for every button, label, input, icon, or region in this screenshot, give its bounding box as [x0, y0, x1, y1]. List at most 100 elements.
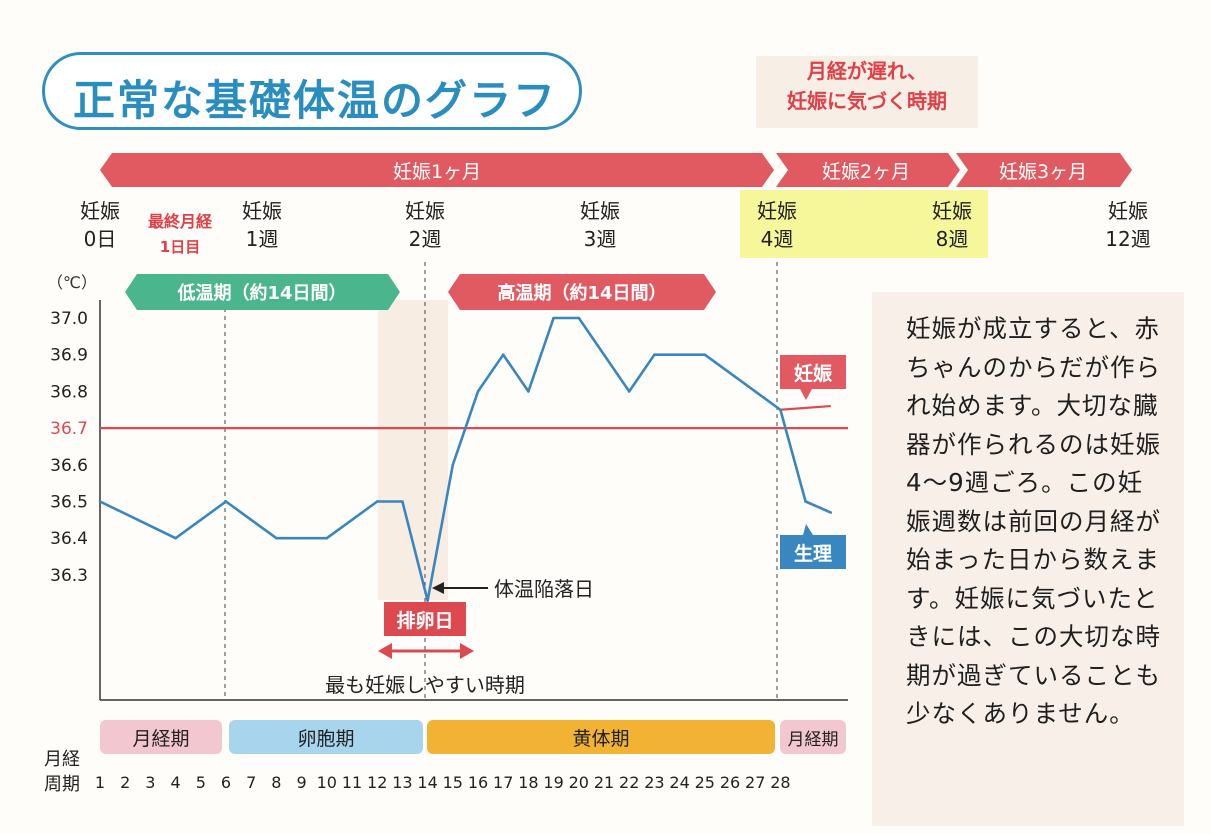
week-4-line1: 妊娠 — [757, 199, 797, 223]
bbt-point — [779, 408, 782, 412]
x-tick-label: 15 — [443, 773, 463, 792]
bbt-point — [527, 390, 530, 393]
x-tick-label: 4 — [171, 773, 181, 792]
side-note: 妊娠が成立すると、赤ちゃんのからだが作られ始めます。大切な臓器が作られるのは妊娠… — [872, 292, 1184, 826]
x-tick-label: 16 — [468, 773, 488, 792]
high-phase-band — [448, 274, 716, 310]
x-tick-label: 3 — [145, 773, 155, 792]
y-tick-label: 36.9 — [50, 346, 88, 366]
cycle-axis-title-line2: 周期 — [44, 774, 80, 795]
drop-arrow-head — [432, 582, 444, 594]
last-period-line2: 1日目 — [160, 238, 200, 256]
x-tick-label: 28 — [770, 773, 790, 792]
month1-label: 妊娠1ヶ月 — [393, 161, 481, 183]
bbt-point — [325, 536, 329, 540]
week-1-line1: 妊娠 — [242, 199, 282, 223]
week-3-line2: 3週 — [584, 227, 617, 251]
y-tick-labels: 37.0 36.9 36.8 36.7 36.6 36.5 36.4 36.3 — [50, 309, 88, 586]
low-phase-band — [125, 274, 400, 310]
y-tick-label: 37.0 — [50, 309, 88, 329]
bbt-point — [426, 599, 429, 602]
bbt-point — [829, 511, 833, 514]
month3-label: 妊娠3ヶ月 — [999, 161, 1087, 183]
bbt-point — [653, 353, 656, 357]
bbt-point — [98, 500, 102, 503]
week-8-line1: 妊娠 — [932, 199, 972, 223]
menstrual-phase-label-2: 月経期 — [788, 730, 839, 750]
follicular-phase-label: 卵胞期 — [297, 728, 354, 750]
bbt-point — [174, 536, 177, 540]
week-0-line1: 妊娠 — [80, 199, 120, 223]
week-2-line2: 2週 — [409, 227, 442, 251]
fertile-arrow-left-head — [378, 643, 392, 659]
bbt-point — [401, 500, 404, 503]
week-2-line1: 妊娠 — [405, 199, 445, 223]
x-tick-label: 25 — [695, 773, 715, 792]
title-pill: 正常な基礎体温のグラフ — [42, 52, 582, 130]
week-3-line1: 妊娠 — [580, 199, 620, 223]
period-tag — [780, 535, 846, 569]
bbt-points — [98, 316, 833, 602]
month2-label: 妊娠2ヶ月 — [822, 161, 910, 183]
x-tick-label: 18 — [518, 773, 538, 792]
x-tick-label: 11 — [342, 773, 362, 792]
menstrual-phase-band-2 — [780, 720, 846, 754]
pregnancy-line — [780, 404, 831, 411]
week-4-line2: 4週 — [761, 227, 794, 251]
period-tag-pointer — [803, 524, 813, 535]
x-tick-label: 12 — [367, 773, 387, 792]
ovulation-label: 排卵日 — [396, 609, 453, 632]
x-tick-label: 14 — [417, 773, 437, 792]
bbt-point — [375, 500, 379, 503]
bbt-line — [99, 316, 832, 602]
week-12-line1: 妊娠 — [1108, 199, 1148, 223]
x-tick-label: 1 — [95, 773, 105, 792]
y-tick-label: 36.6 — [50, 456, 88, 476]
x-tick-label: 8 — [271, 773, 281, 792]
fertile-label: 最も妊娠しやすい時期 — [325, 673, 525, 697]
x-tick-label: 19 — [543, 773, 563, 792]
bbt-point — [501, 353, 505, 357]
week-12-line2: 12週 — [1105, 227, 1150, 251]
x-tick-label: 17 — [493, 773, 513, 792]
x-tick-label: 2 — [120, 773, 130, 792]
cycle-axis-title-line1: 月経 — [44, 749, 80, 770]
follicular-phase-band — [229, 720, 423, 754]
y-tick-label: 36.3 — [50, 566, 88, 586]
y-tick-label: 36.7 — [50, 419, 88, 439]
bbt-point — [476, 390, 480, 393]
x-tick-labels: 1 2 3 4 5 6 7 8 9 10 11 12 13 14 15 16 17 18 19 20 21 22 23 24 2… — [95, 773, 791, 792]
month2-band — [776, 153, 960, 187]
x-tick-label: 10 — [317, 773, 337, 792]
week-8-line2: 8週 — [936, 227, 969, 251]
week-0-line2: 0日 — [84, 227, 117, 251]
bbt-point — [451, 463, 455, 467]
x-tick-label: 6 — [221, 773, 231, 792]
week-labels: 妊娠 0日 最終月経 1日目 妊娠 1週 妊娠 2週 妊娠 3週 妊娠 4週 妊… — [80, 199, 1151, 256]
bbt-point — [577, 316, 581, 320]
x-tick-label: 7 — [246, 773, 256, 792]
x-tick-label: 21 — [594, 773, 614, 792]
y-axis-label: （℃） — [47, 273, 97, 292]
late-period-note-line1: 月経が遅れ、 — [806, 59, 928, 83]
period-tag-label: 生理 — [794, 542, 832, 565]
x-tick-label: 27 — [745, 773, 765, 792]
month3-band — [956, 153, 1132, 187]
x-tick-label: 13 — [392, 773, 412, 792]
luteal-phase-label: 黄体期 — [572, 728, 629, 750]
drop-label: 体温陥落日 — [494, 577, 594, 601]
month1-band — [100, 153, 774, 187]
fertile-shading — [378, 300, 448, 600]
week4-8-highlight — [740, 190, 988, 258]
low-phase-label: 低温期（約14日間） — [176, 282, 346, 304]
fertile-arrow-right-head — [460, 643, 474, 659]
bbt-point — [627, 390, 631, 393]
pregnancy-tag — [780, 355, 846, 389]
week-1-line2: 1週 — [246, 227, 279, 251]
luteal-phase-band — [427, 720, 775, 754]
last-period-line1: 最終月経 — [148, 212, 213, 231]
bbt-point — [224, 500, 228, 503]
pregnancy-tag-label: 妊娠 — [794, 362, 833, 385]
